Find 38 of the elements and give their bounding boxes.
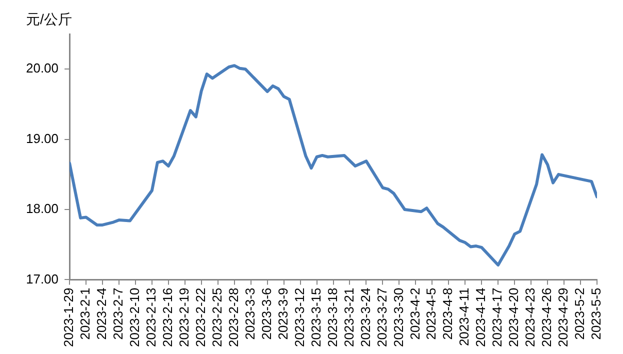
x-tick-label: 2023-3-30 — [390, 288, 406, 348]
x-tick-label: 2023-4-2 — [407, 288, 422, 340]
x-tick-label: 2023-3-21 — [341, 288, 356, 348]
x-tick-label: 2023-5-5 — [588, 288, 604, 340]
x-tick-label: 2023-2-19 — [176, 288, 192, 348]
x-tick-label: 2023-3-9 — [275, 288, 290, 340]
x-tick-label: 2023-4-11 — [456, 288, 472, 346]
x-tick-label: 2023-2-4 — [94, 288, 110, 340]
x-tick-label: 2023-3-24 — [358, 288, 373, 348]
x-tick-label: 2023-4-14 — [473, 288, 488, 348]
y-axis-title: 元/公斤 — [26, 10, 72, 27]
x-tick-label: 2023-2-13 — [144, 288, 159, 348]
x-tick-label: 2023-2-10 — [127, 288, 142, 348]
y-tick-label: 19.00 — [26, 130, 59, 146]
x-tick-label: 2023-4-5 — [424, 288, 439, 340]
x-tick-label: 2023-3-27 — [374, 288, 390, 348]
x-tick-label: 2023-2-22 — [192, 288, 208, 348]
x-tick-label: 2023-4-20 — [506, 288, 522, 348]
y-tick-label: 18.00 — [26, 201, 59, 216]
x-tick-label: 2023-4-26 — [539, 288, 554, 348]
x-tick-label: 2023-3-15 — [308, 288, 324, 348]
x-tick-label: 2023-4-8 — [440, 288, 456, 340]
x-tick-label: 2023-3-6 — [258, 288, 274, 340]
y-tick-label: 20.00 — [26, 60, 59, 76]
x-tick-label: 2023-4-17 — [490, 288, 505, 348]
x-tick-label: 2023-2-16 — [160, 288, 176, 348]
x-tick-label: 2023-4-23 — [522, 288, 538, 348]
x-tick-label: 2023-3-12 — [292, 288, 307, 348]
x-tick-label: 2023-2-1 — [78, 288, 93, 340]
x-tick-label: 2023-4-29 — [556, 288, 571, 348]
x-tick-label: 2023-2-25 — [209, 288, 224, 348]
x-tick-label: 2023-3-3 — [242, 288, 258, 340]
x-tick-label: 2023-2-7 — [110, 288, 126, 340]
x-tick-label: 2023-3-18 — [324, 288, 340, 348]
x-tick-label: 2023-1-29 — [61, 288, 76, 348]
x-tick-label: 2023-5-2 — [572, 288, 588, 340]
x-tick-label: 2023-2-28 — [226, 288, 241, 348]
y-tick-label: 17.00 — [26, 271, 59, 286]
